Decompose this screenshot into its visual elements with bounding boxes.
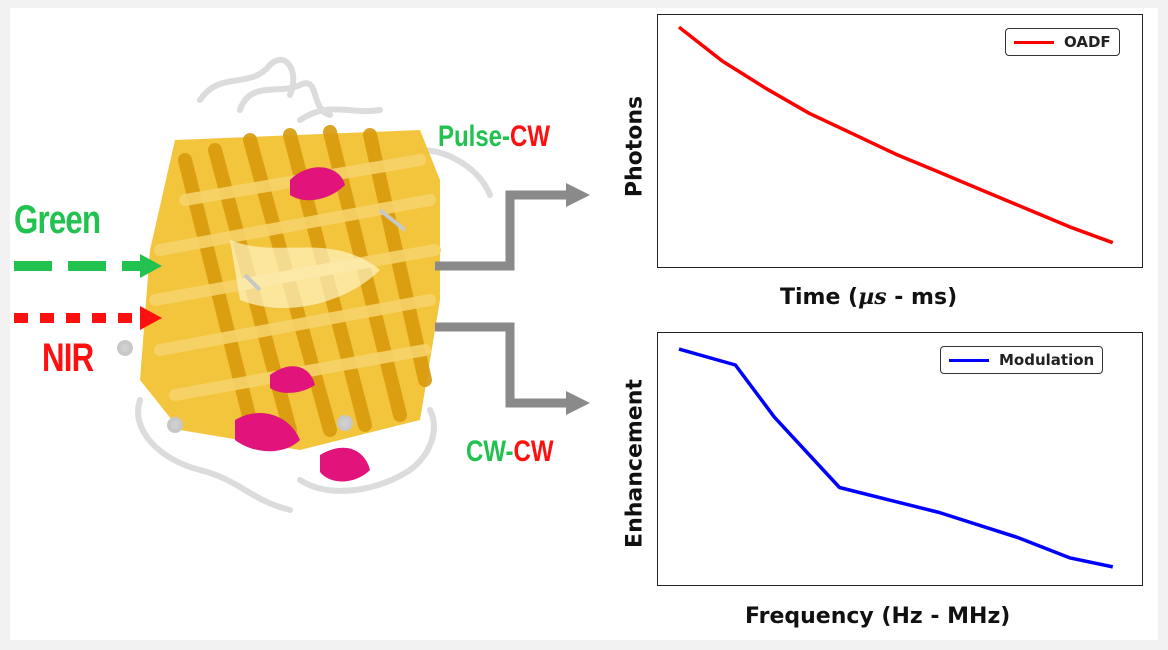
oadf-plot-area xyxy=(657,14,1143,268)
oadf-decay-line xyxy=(677,25,1114,245)
modulation-line xyxy=(678,347,1114,569)
time-x-label: Time (µs - ms) xyxy=(780,284,958,310)
frequency-x-label: Frequency (Hz - MHz) xyxy=(745,604,1011,629)
green-excitation-label: Green xyxy=(14,198,101,242)
modulation-legend-swatch xyxy=(949,358,989,362)
oadf-legend-label: OADF xyxy=(1064,33,1111,51)
pulse-cw-label: Pulse-CW xyxy=(438,120,551,153)
nir-excitation-label: NIR xyxy=(42,336,94,380)
modulation-legend-label: Modulation xyxy=(999,351,1095,369)
modulation-legend: Modulation xyxy=(940,346,1104,374)
cw-cw-label: CW-CW xyxy=(466,435,554,468)
oadf-legend: OADF xyxy=(1005,28,1120,56)
oadf-legend-swatch xyxy=(1014,40,1054,44)
modulation-plot-area xyxy=(657,332,1143,586)
